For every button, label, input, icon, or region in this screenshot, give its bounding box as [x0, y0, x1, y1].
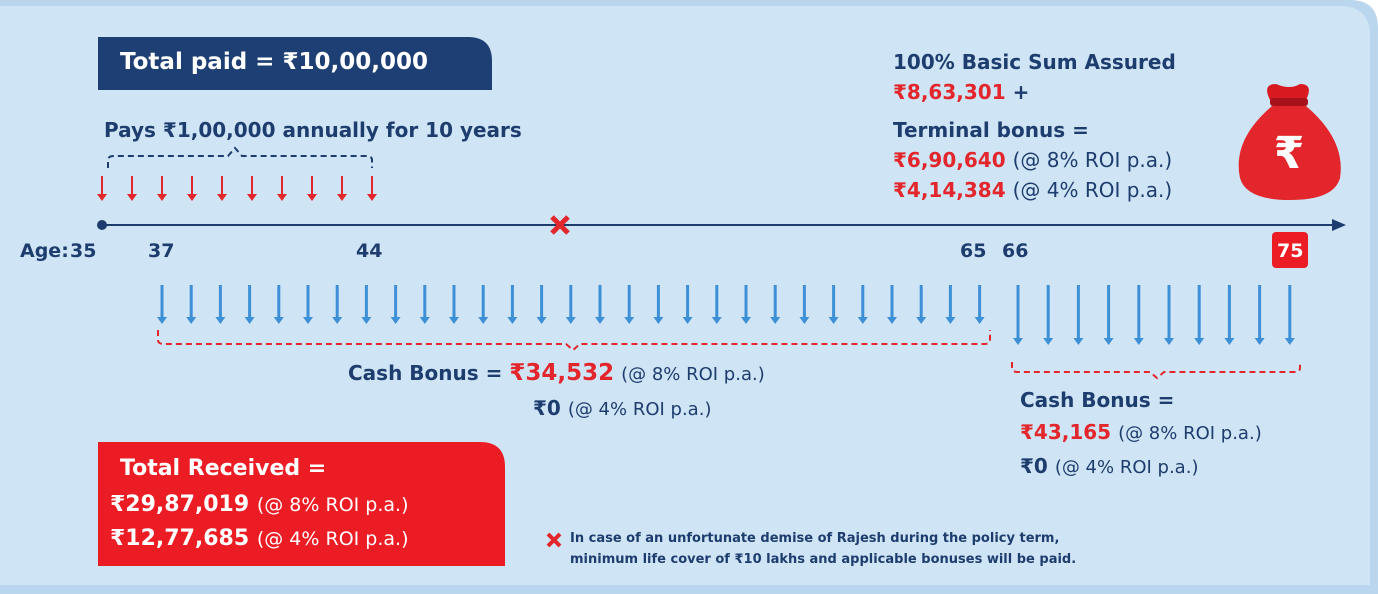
cash-bonus-1-4: ₹0 (@ 4% ROI p.a.) [533, 396, 711, 420]
age: 37 [148, 240, 174, 262]
note: (@ 4% ROI p.a.) [1013, 178, 1173, 202]
amount: ₹6,90,640 [893, 148, 1006, 172]
note: (@ 8% ROI p.a.) [1118, 423, 1262, 444]
total-received-8: ₹29,87,019 (@ 8% ROI p.a.) [110, 492, 409, 517]
timeline-start [97, 220, 107, 230]
sum-line: ₹8,63,301 + [893, 80, 1029, 104]
amount: ₹0 [533, 396, 561, 420]
infographic: ₹ Total paid = ₹10,00,000 Pays ₹1,00,000… [0, 0, 1378, 594]
amount: ₹12,77,685 [110, 526, 249, 551]
note: (@ 4% ROI p.a.) [1055, 457, 1199, 478]
amount: ₹4,14,384 [893, 178, 1006, 202]
footnote-2: minimum life cover of ₹10 lakhs and appl… [570, 552, 1076, 567]
amount: ₹29,87,019 [110, 492, 249, 517]
note: (@ 8% ROI p.a.) [621, 364, 765, 385]
payment-note: Pays ₹1,00,000 annually for 10 years [104, 118, 522, 142]
bag-symbol: ₹ [1274, 128, 1305, 179]
total-received-4: ₹12,77,685 (@ 4% ROI p.a.) [110, 526, 409, 551]
note: (@ 8% ROI p.a.) [257, 494, 409, 516]
cash-bonus-2-label: Cash Bonus = [1020, 388, 1174, 412]
cash-bonus-2-4: ₹0 (@ 4% ROI p.a.) [1020, 454, 1198, 478]
age-label: Age: [20, 240, 69, 262]
amount: ₹34,532 [509, 360, 614, 386]
footnote-1: In case of an unfortunate demise of Raje… [570, 531, 1059, 546]
total-received-label: Total Received = [120, 456, 326, 481]
age: 75 [1277, 240, 1303, 262]
label: Cash Bonus = [348, 361, 502, 385]
cash-bonus-1: Cash Bonus = ₹34,532 (@ 8% ROI p.a.) [348, 360, 765, 386]
age: 65 [960, 240, 986, 262]
note: (@ 8% ROI p.a.) [1013, 148, 1173, 172]
amount: ₹43,165 [1020, 420, 1111, 444]
amount: ₹0 [1020, 454, 1048, 478]
age: 44 [356, 240, 382, 262]
age: 35 [70, 240, 96, 262]
terminal-4: ₹4,14,384 (@ 4% ROI p.a.) [893, 178, 1172, 202]
age: 66 [1002, 240, 1028, 262]
terminal-8: ₹6,90,640 (@ 8% ROI p.a.) [893, 148, 1172, 172]
sum-amount: ₹8,63,301 [893, 80, 1006, 104]
note: (@ 4% ROI p.a.) [568, 399, 712, 420]
maturity-title: 100% Basic Sum Assured [893, 50, 1176, 74]
terminal-label: Terminal bonus = [893, 118, 1089, 142]
cash-bonus-2: ₹43,165 (@ 8% ROI p.a.) [1020, 420, 1262, 444]
note: (@ 4% ROI p.a.) [257, 528, 409, 550]
plus: + [1013, 80, 1030, 104]
total-paid: Total paid = ₹10,00,000 [120, 49, 428, 75]
